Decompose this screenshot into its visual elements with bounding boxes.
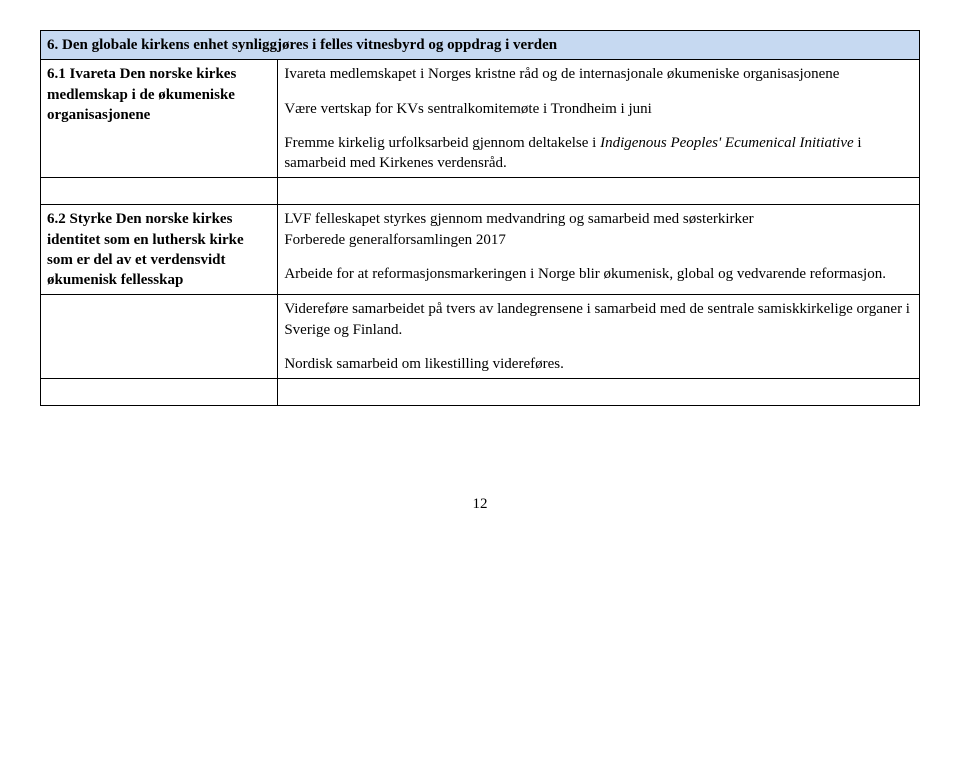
section-header-row: 6. Den globale kirkens enhet synliggjøre…	[41, 31, 920, 60]
row-6-1-p1: Ivareta medlemskapet i Norges kristne rå…	[284, 64, 913, 84]
row-6-2-p2: Forberede generalforsamlingen 2017	[284, 230, 913, 250]
spacer-cell-1b	[278, 178, 920, 205]
row-extra-p2: Nordisk samarbeid om likestilling videre…	[284, 354, 913, 374]
row-6-1-p3-pre: Fremme kirkelig urfolksarbeid gjennom de…	[284, 135, 600, 151]
row-6-2-p3: Arbeide for at reformasjonsmarkeringen i…	[284, 264, 913, 284]
page-number: 12	[40, 496, 920, 513]
row-6-1-p3-italic: Indigenous Peoples' Ecumenical Initiativ…	[600, 135, 854, 151]
spacer-cell-2a	[41, 379, 278, 406]
section-header-cell: 6. Den globale kirkens enhet synliggjøre…	[41, 31, 920, 60]
row-extra-p1: Videreføre samarbeidet på tvers av lande…	[284, 299, 913, 340]
row-6-2-label: 6.2 Styrke Den norske kirkes identitet s…	[41, 205, 278, 295]
spacer-row-1	[41, 178, 920, 205]
row-extra: Videreføre samarbeidet på tvers av lande…	[41, 295, 920, 379]
row-6-2-p1: LVF felleskapet styrkes gjennom medvandr…	[284, 209, 913, 229]
row-extra-body: Videreføre samarbeidet på tvers av lande…	[278, 295, 920, 379]
row-6-1: 6.1 Ivareta Den norske kirkes medlemskap…	[41, 60, 920, 178]
row-6-1-body: Ivareta medlemskapet i Norges kristne rå…	[278, 60, 920, 178]
row-6-1-p2: Være vertskap for KVs sentralkomitemøte …	[284, 99, 913, 119]
document-table: 6. Den globale kirkens enhet synliggjøre…	[40, 30, 920, 406]
spacer-cell-2b	[278, 379, 920, 406]
row-6-2: 6.2 Styrke Den norske kirkes identitet s…	[41, 205, 920, 295]
row-extra-label	[41, 295, 278, 379]
row-6-1-p3: Fremme kirkelig urfolksarbeid gjennom de…	[284, 133, 913, 174]
row-6-1-label: 6.1 Ivareta Den norske kirkes medlemskap…	[41, 60, 278, 178]
spacer-row-2	[41, 379, 920, 406]
spacer-cell-1a	[41, 178, 278, 205]
row-6-2-body: LVF felleskapet styrkes gjennom medvandr…	[278, 205, 920, 295]
